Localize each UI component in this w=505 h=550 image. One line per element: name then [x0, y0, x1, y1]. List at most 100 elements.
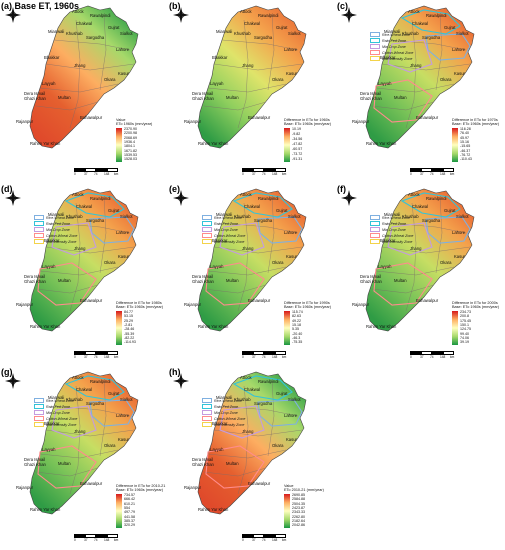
- legend-tick: -55.39: [124, 331, 135, 336]
- zone-outline: [89, 216, 135, 244]
- district-boundary: [207, 266, 287, 276]
- city-label: Bahawalpur: [80, 298, 103, 303]
- zone-legend-item: Rice-Wheat Zone: [34, 215, 94, 220]
- zone-legend-item: Mix-Crop Zone: [34, 227, 94, 232]
- scale-label: km: [450, 171, 455, 176]
- value-legend: Difference in ETo for 2000s Base: ETo 196…: [452, 301, 499, 345]
- legend-tick: 115.74: [292, 309, 303, 314]
- zone-outline: [64, 375, 125, 401]
- zone-swatch: [34, 416, 44, 421]
- zone-label: Low-Intensity Zone: [214, 239, 245, 244]
- legend-tick: 1539.53: [124, 152, 137, 157]
- color-ramp: [284, 310, 290, 345]
- zone-label: Cotton-Wheat Zone: [382, 233, 414, 238]
- city-label: Attock: [240, 9, 252, 14]
- legend-tick: 554: [124, 505, 130, 510]
- scale-bar: 0 37 74 148 km: [242, 351, 292, 359]
- zone-swatch: [370, 239, 380, 244]
- map-panel: (h) Rice-Wheat Zone Rain-Fed Zone Mix-Crop …: [168, 366, 336, 549]
- city-label: Gujrat: [108, 391, 120, 396]
- zone-outline: [425, 33, 471, 61]
- province-map: [365, 188, 475, 332]
- zone-outline: [425, 216, 471, 244]
- legend-tick: 10.19: [292, 126, 301, 131]
- district-boundary: [267, 379, 275, 457]
- city-label: Mianwali: [384, 212, 401, 217]
- zone-outline: [89, 399, 135, 427]
- north-arrow-icon: [5, 373, 21, 389]
- city-label: Multan: [58, 95, 71, 100]
- city-label: Layyah: [42, 447, 56, 452]
- district-boundary: [375, 83, 455, 93]
- district-boundary: [53, 405, 131, 417]
- province-map: [365, 5, 475, 149]
- city-label: Jhang: [242, 429, 254, 434]
- legend-title: ETo 2010-21 (mm/year): [284, 488, 324, 493]
- city-label: Sialkot: [120, 31, 133, 36]
- city-label: Bahawalpur: [416, 298, 439, 303]
- city-label: Bahawalpur: [80, 481, 103, 486]
- map-panel: (b) Attock Rawalpindi Chakwal Mianwali Khusha…: [168, 0, 336, 183]
- zone-label: Rain-Fed Zone: [214, 221, 238, 226]
- zone-legend-item: Low-Intensity Zone: [370, 56, 430, 61]
- city-label: Dera Ismail Ghazi Khan: [192, 91, 214, 101]
- city-label: Dera Ismail Ghazi Khan: [360, 91, 382, 101]
- zone-legend-item: Rain-Fed Zone: [202, 221, 262, 226]
- color-ramp: [284, 493, 290, 528]
- city-label: Dera Ismail Ghazi Khan: [24, 274, 46, 284]
- zone-outline: [373, 262, 433, 306]
- north-arrow-icon: [341, 7, 357, 23]
- legend-tick: 5.35: [292, 327, 299, 332]
- legend-title: ETo 1960s (mm/year): [116, 122, 153, 127]
- zone-legend: Rice-Wheat Zone Rain-Fed Zone Mix-Crop Zon…: [202, 215, 262, 245]
- city-label: Rawalpindi: [90, 196, 111, 201]
- city-label: Sargodha: [422, 218, 441, 223]
- zone-legend-item: Mix-Crop Zone: [202, 410, 262, 415]
- legend-tick: -82.22: [124, 335, 135, 340]
- district-boundary: [375, 266, 455, 276]
- city-label: Rahim Yar Khan: [198, 507, 229, 512]
- city-label: Rawalpindi: [426, 13, 447, 18]
- zone-legend-item: Mix-Crop Zone: [370, 227, 430, 232]
- city-label: Layyah: [378, 81, 392, 86]
- district-boundary: [221, 39, 299, 51]
- scale-bar: 0 37 74 148 km: [74, 534, 124, 542]
- zone-legend-item: Mix-Crop Zone: [370, 44, 430, 49]
- legend-tick: -46.37: [460, 148, 471, 153]
- city-label: Dera Ismail Ghazi Khan: [360, 274, 382, 284]
- legend-tick: 2200.98: [124, 131, 137, 136]
- city-label: Rawalpindi: [90, 379, 111, 384]
- scale-label: 0: [74, 537, 76, 542]
- map-panel: (d) Rice-Wheat Zone Rain-Fed Zone Mix-Crop …: [0, 183, 168, 366]
- city-label: Khushab: [66, 397, 83, 402]
- value-legend: Difference in ETo for 2010-21 Base: ETo 1…: [116, 484, 165, 528]
- zone-label: Mix-Crop Zone: [214, 410, 238, 415]
- scale-label: 148: [104, 537, 110, 542]
- legend-title: Difference in ETo for 1970s: [452, 118, 498, 122]
- city-label: Kasur: [118, 437, 129, 442]
- value-legend: Difference in ETo for 1980s Base: ETo 196…: [116, 301, 163, 345]
- zone-outline: [257, 399, 303, 427]
- city-label: Sialkot: [456, 31, 469, 36]
- zone-swatch: [34, 404, 44, 409]
- city-label: Rahim Yar Khan: [30, 324, 61, 329]
- city-label: Rajanpur: [16, 302, 33, 307]
- zone-legend-item: Cotton-Wheat Zone: [370, 233, 430, 238]
- legend-tick: 2370.90: [124, 126, 137, 131]
- city-label: Jhang: [242, 63, 254, 68]
- city-label: Mianwali: [216, 29, 233, 34]
- city-label: Kasur: [286, 254, 297, 259]
- legend-tick: 99.40: [460, 331, 469, 336]
- city-label: Dera Ismail Ghazi Khan: [192, 457, 214, 467]
- legend-tick: -91.31: [292, 157, 303, 162]
- zone-label: Low-Intensity Zone: [382, 239, 413, 244]
- district-boundary: [53, 222, 131, 234]
- city-label: Layyah: [210, 264, 224, 269]
- zone-outline: [219, 405, 265, 439]
- city-label: Kasur: [454, 71, 465, 76]
- zone-swatch: [370, 50, 380, 55]
- city-label: Khushab: [234, 31, 251, 36]
- city-label: Rajanpur: [184, 119, 201, 124]
- city-label: Bhakkar: [44, 421, 60, 426]
- scale-label: km: [282, 354, 287, 359]
